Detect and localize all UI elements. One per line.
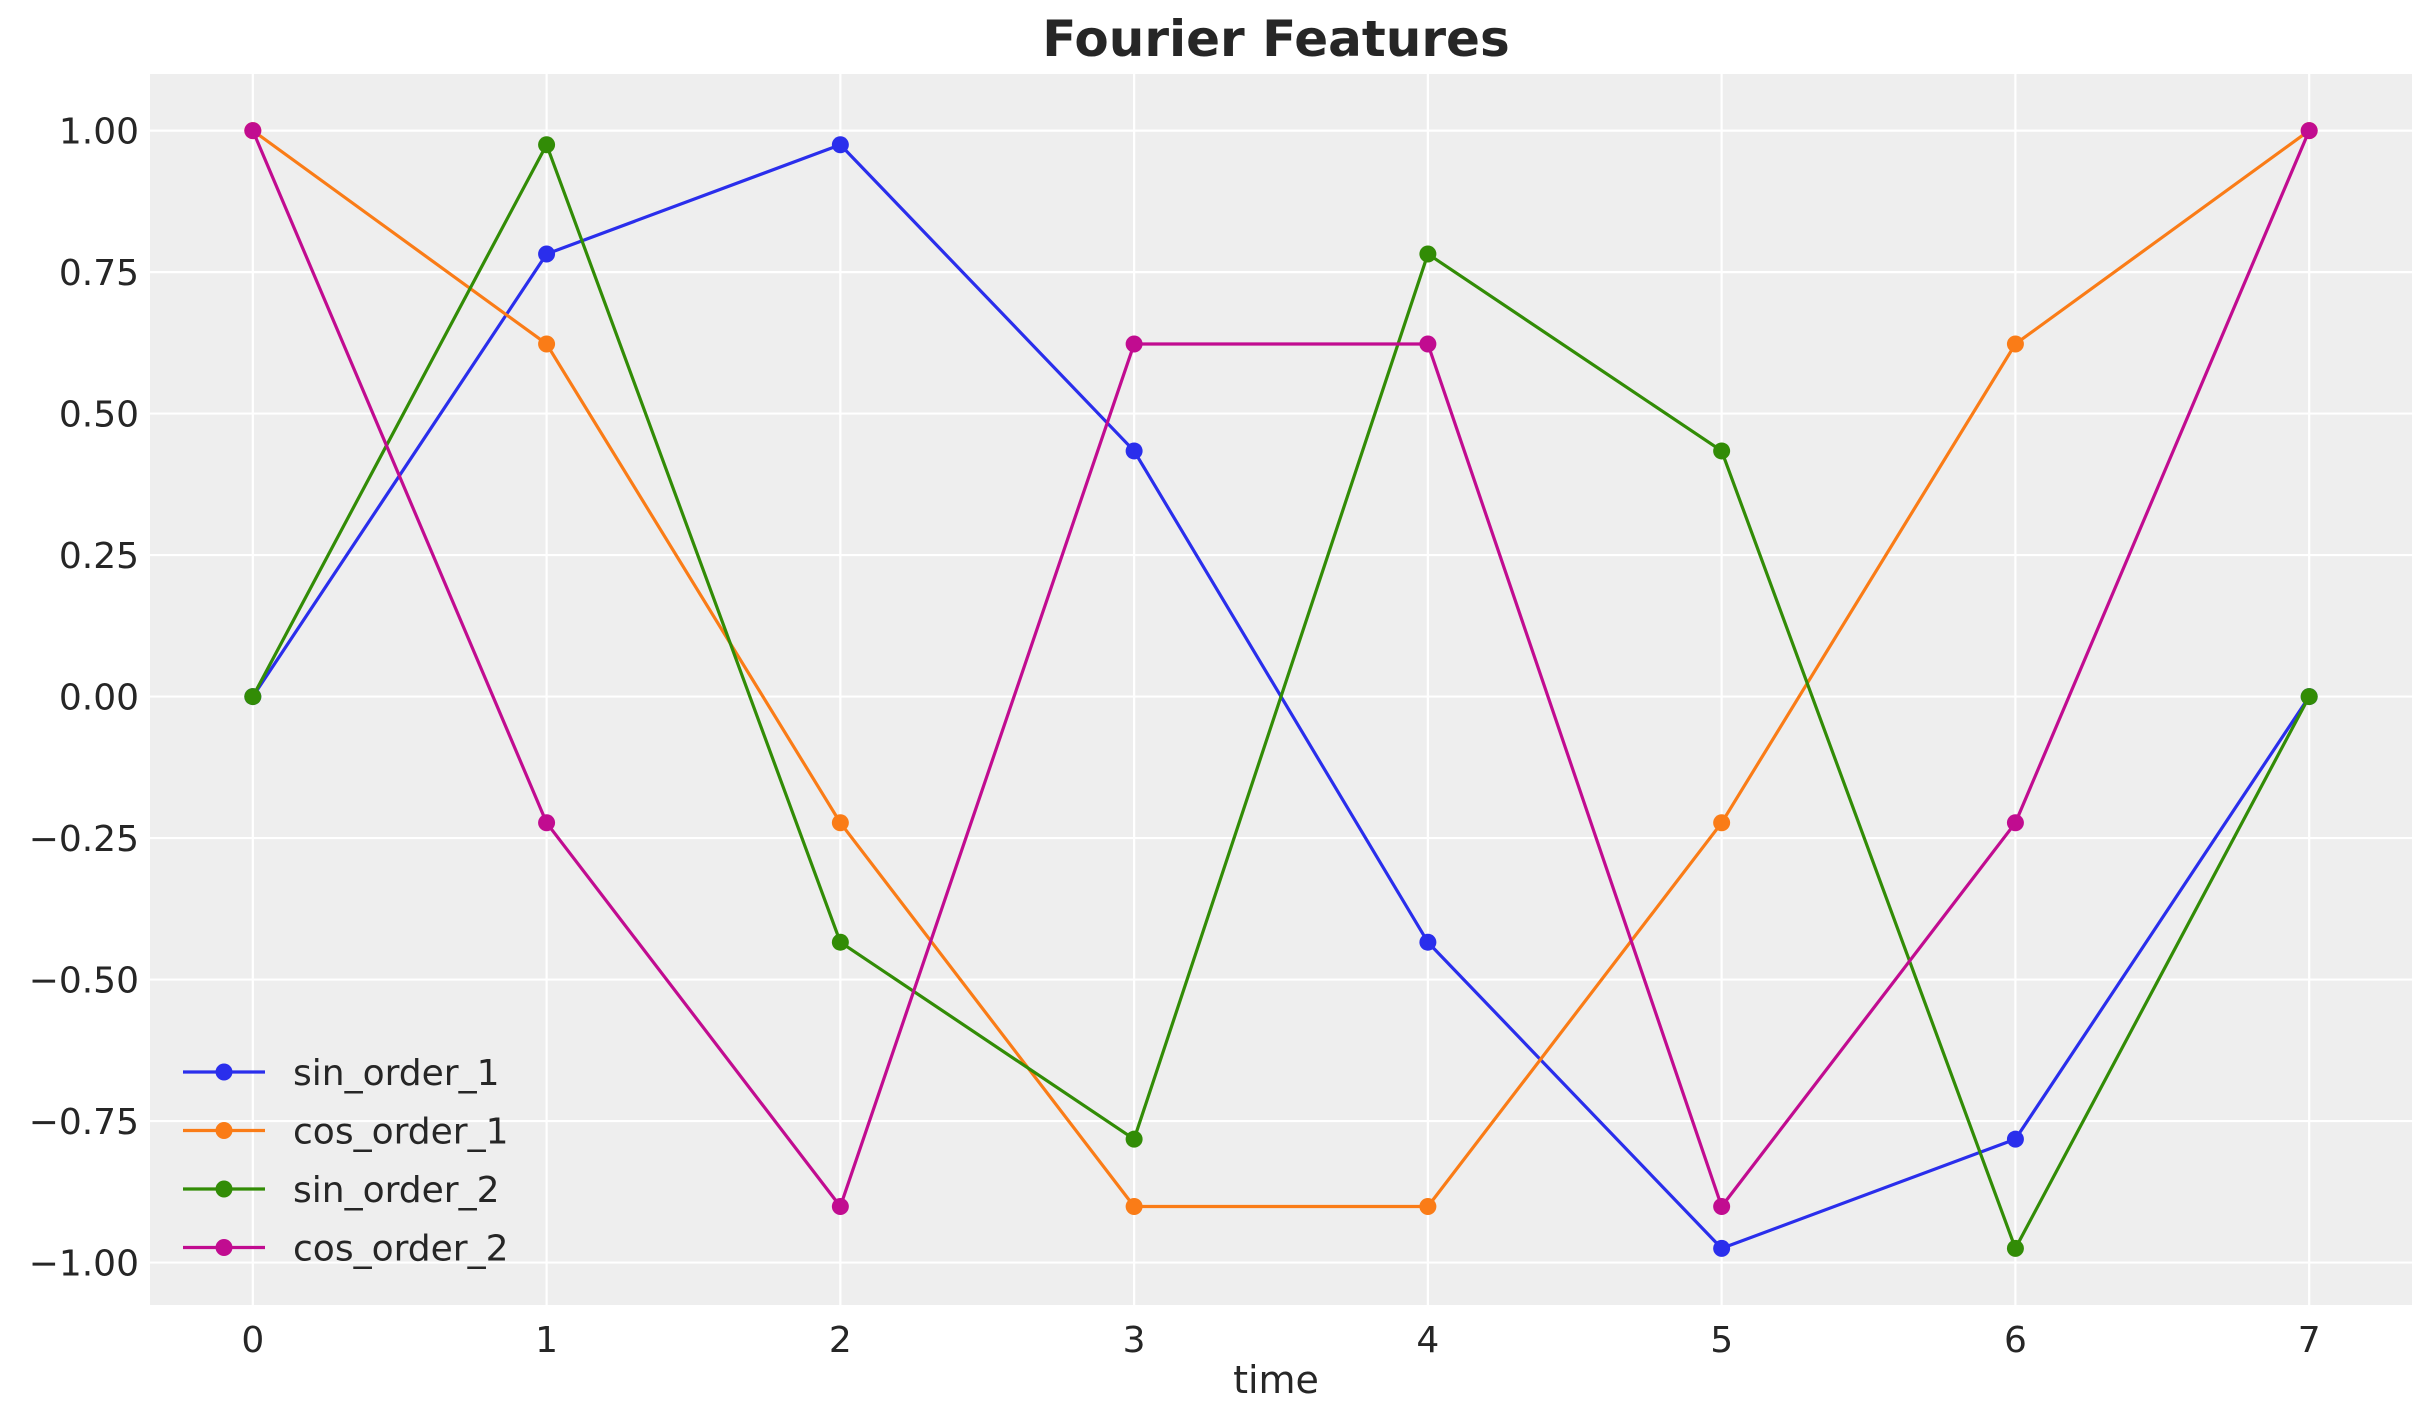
data-point <box>1713 1239 1731 1257</box>
x-tick-label: 7 <box>2298 1320 2321 1361</box>
x-tick-label: 4 <box>1416 1320 1439 1361</box>
data-point <box>538 245 556 263</box>
y-tick-label: 1.00 <box>59 112 139 153</box>
legend-item-cos-order-2[interactable]: cos_order_2 <box>183 1229 508 1270</box>
data-point <box>2300 122 2318 140</box>
data-point <box>2006 1239 2024 1257</box>
data-point <box>538 136 556 154</box>
legend-label: sin_order_1 <box>293 1053 499 1094</box>
data-point <box>831 136 849 154</box>
x-tick-label: 2 <box>829 1320 852 1361</box>
chart-title: Fourier Features <box>1042 10 1509 68</box>
data-point <box>2006 335 2024 353</box>
legend-item-cos-order-1[interactable]: cos_order_1 <box>183 1112 508 1153</box>
grid-lines <box>150 74 2412 1305</box>
data-point <box>2006 814 2024 832</box>
plot-area <box>150 74 2412 1305</box>
legend-marker <box>215 1239 233 1256</box>
data-point <box>831 814 849 832</box>
series-sin-order-2 <box>244 136 2318 1257</box>
legend-marker <box>215 1063 233 1081</box>
legend-label: cos_order_1 <box>293 1112 508 1153</box>
data-point <box>1419 245 1437 263</box>
series-cos-order-2 <box>244 122 2318 1216</box>
data-point <box>1125 1130 1143 1148</box>
y-tick-label: 0.25 <box>59 536 139 577</box>
tick-labels: 0 1 2 3 4 5 6 7 1.00 0.75 0.50 0.25 0.00 −0.25 −0.50 −0… <box>29 112 2321 1361</box>
x-tick-label: 0 <box>241 1320 264 1361</box>
data-point <box>1125 335 1143 353</box>
data-point <box>244 688 262 706</box>
legend-marker <box>215 1180 233 1198</box>
series-line <box>251 129 2311 1209</box>
data-point <box>244 122 262 140</box>
data-point <box>831 933 849 951</box>
data-point <box>538 335 556 353</box>
data-point <box>2300 688 2318 706</box>
y-tick-label: −0.25 <box>29 819 139 860</box>
data-point <box>2006 1130 2024 1148</box>
legend-label: sin_order_2 <box>293 1170 499 1211</box>
x-axis-label: time <box>1233 1358 1319 1402</box>
series-line <box>251 129 2311 1209</box>
y-tick-label: 0.00 <box>59 678 139 719</box>
x-tick-label: 5 <box>1710 1320 1733 1361</box>
x-tick-label: 3 <box>1123 1320 1146 1361</box>
y-tick-label: −1.00 <box>29 1244 139 1285</box>
data-point <box>1125 442 1143 460</box>
data-point <box>1419 335 1437 353</box>
legend-marker <box>215 1122 233 1139</box>
y-tick-label: −0.75 <box>29 1102 139 1143</box>
series-line <box>251 143 2311 1251</box>
data-point <box>538 814 556 832</box>
data-point <box>1713 814 1731 832</box>
data-point <box>1713 442 1731 460</box>
data-point <box>1713 1198 1731 1216</box>
x-tick-label: 1 <box>535 1320 558 1361</box>
y-tick-label: 0.50 <box>59 395 139 436</box>
data-point <box>831 1198 849 1216</box>
legend-item-sin-order-2[interactable]: sin_order_2 <box>183 1170 499 1211</box>
y-tick-label: −0.50 <box>29 961 139 1002</box>
series-lines <box>244 122 2318 1257</box>
x-tick-label: 6 <box>2004 1320 2027 1361</box>
data-point <box>1419 933 1437 951</box>
legend-item-sin-order-1[interactable]: sin_order_1 <box>183 1053 499 1094</box>
data-point <box>1125 1198 1143 1216</box>
legend-label: cos_order_2 <box>293 1229 508 1270</box>
data-point <box>1419 1198 1437 1216</box>
legend[interactable]: sin_order_1 cos_order_1 sin_order_2 cos_ord… <box>183 1053 508 1270</box>
y-tick-label: 0.75 <box>59 253 139 294</box>
